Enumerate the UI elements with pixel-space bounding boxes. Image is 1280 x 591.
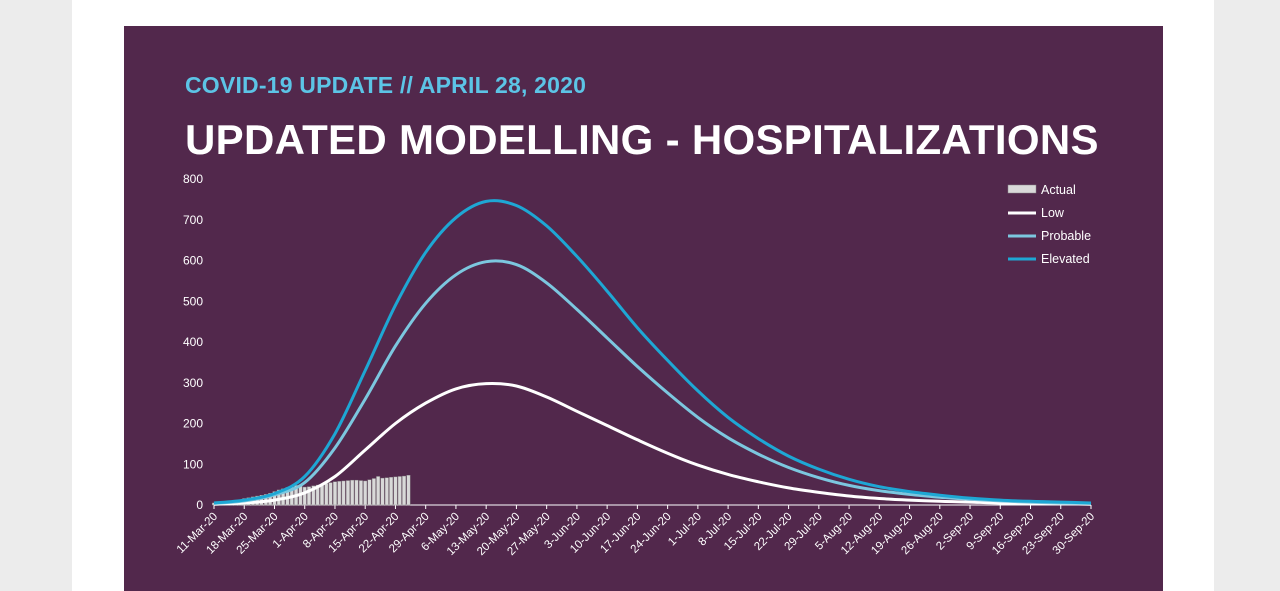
actual-bar	[276, 489, 281, 506]
actual-bar	[320, 484, 324, 506]
actual-bar	[406, 475, 411, 506]
actual-bar	[402, 475, 407, 506]
legend-label-elevated: Elevated	[1041, 252, 1090, 266]
actual-bar	[376, 476, 381, 506]
actual-bar	[324, 483, 329, 506]
actual-bar	[350, 479, 355, 506]
actual-bar	[363, 480, 368, 506]
y-tick-label: 800	[183, 172, 203, 186]
actual-bar	[302, 486, 307, 506]
y-tick-label: 0	[196, 498, 203, 512]
chart-legend: Actual Low Probable Elevated	[1007, 183, 1091, 266]
legend-label-actual: Actual	[1041, 183, 1076, 197]
legend-label-probable: Probable	[1041, 229, 1091, 243]
model-lines	[213, 199, 1092, 506]
actual-bar	[345, 480, 350, 506]
slide-title: UPDATED MODELLING - HOSPITALIZATIONS	[185, 116, 1099, 163]
series-line-low	[213, 381, 1092, 506]
actual-bar	[337, 481, 342, 506]
actual-bar	[384, 477, 389, 506]
slide-subtitle: COVID-19 UPDATE // APRIL 28, 2020	[185, 72, 587, 98]
y-tick-label: 500	[183, 294, 203, 308]
legend-label-low: Low	[1041, 206, 1065, 220]
actual-bar	[393, 476, 398, 506]
actual-bar	[311, 485, 316, 506]
actual-bar	[315, 484, 320, 506]
actual-bar	[333, 481, 337, 506]
actual-bar	[341, 480, 346, 506]
actual-bar	[328, 482, 333, 506]
actual-bar	[272, 491, 277, 506]
actual-bar	[354, 479, 359, 506]
series-line-probable	[213, 259, 1092, 505]
actual-bar	[380, 477, 385, 506]
actual-bar	[371, 478, 376, 506]
y-tick-label: 100	[183, 457, 203, 471]
series-line-elevated	[213, 199, 1092, 505]
legend-swatch-actual	[1007, 184, 1037, 194]
y-axis: 0 100 200 300 400 500 600 700 800	[183, 172, 203, 512]
x-axis: 11-Mar-2018-Mar-2025-Mar-201-Apr-208-Apr…	[175, 504, 1097, 558]
actual-bar	[389, 477, 394, 506]
actual-bar	[367, 479, 372, 506]
y-tick-label: 200	[183, 417, 203, 431]
y-tick-label: 600	[183, 254, 203, 268]
y-tick-label: 700	[183, 213, 203, 227]
actual-bar	[397, 476, 402, 506]
y-tick-label: 400	[183, 335, 203, 349]
actual-bar	[307, 486, 311, 506]
actual-bar	[358, 480, 363, 506]
y-tick-label: 300	[183, 376, 203, 390]
